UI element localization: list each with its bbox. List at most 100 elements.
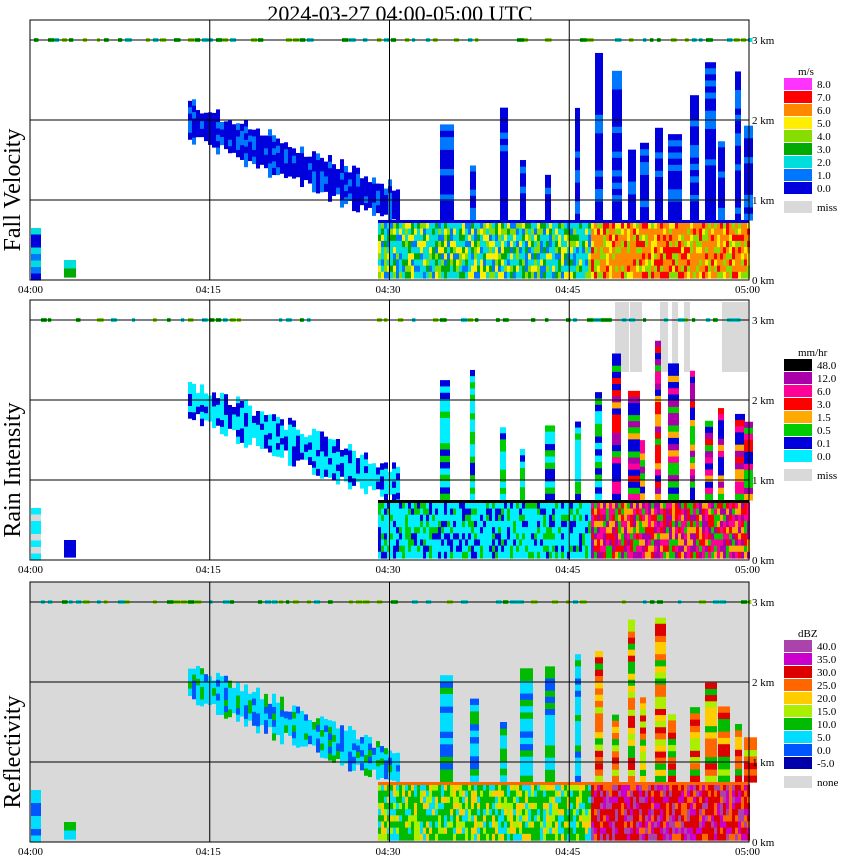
data-cell [316,173,320,181]
data-cell [471,247,474,254]
data-cell [655,127,663,135]
data-cell [528,259,531,267]
data-cell [384,228,387,236]
data-cell [633,796,636,804]
data-cell [520,744,533,752]
data-cell [633,809,636,816]
data-cell [534,815,537,823]
data-cell [711,545,714,553]
data-cell [543,784,546,792]
data-cell [474,545,477,553]
data-cell [630,514,633,522]
data-cell [723,514,726,522]
data-cell [690,126,699,134]
data-cell [546,821,549,829]
data-cell [645,259,648,267]
data-cell [336,735,340,745]
data-cell [432,527,435,534]
data-cell [585,240,588,248]
data-cell [681,827,684,835]
data-cell [324,161,328,170]
data-cell [381,502,384,510]
data-cell [316,186,320,194]
data-cell [232,687,236,695]
data-cell [411,240,414,248]
data-cell [714,271,717,279]
data-cell [240,435,244,443]
data-cell [384,487,388,495]
data-cell [414,551,417,559]
data-cell [708,265,711,273]
data-cell [705,502,708,510]
data-cell [595,763,603,771]
data-cell [500,768,507,776]
data-cell [188,100,192,108]
data-cell [240,691,244,698]
data-cell [470,165,476,173]
data-cell [507,240,510,248]
data-cell [585,514,588,522]
data-cell [498,827,501,835]
data-cell [495,784,498,792]
data-cell [705,493,713,501]
data-cell [244,419,248,428]
data-cell [726,527,729,534]
data-cell [744,750,757,758]
data-cell [256,438,260,447]
data-cell [588,520,591,528]
data-cell [567,228,570,236]
data-cell [440,700,453,708]
data-cell [387,802,390,810]
data-cell [693,253,696,261]
data-cell [640,194,649,202]
data-cell [738,533,741,541]
data-cell [486,502,489,510]
data-cell [660,265,663,273]
data-cell [405,271,408,279]
data-cell [520,186,526,194]
data-cell [624,533,627,541]
data-cell [600,514,603,522]
data-cell [668,201,682,209]
data-cell [474,796,477,804]
data-cell [489,253,492,261]
data-cell [657,809,660,816]
data-cell [741,240,744,248]
data-cell [655,763,666,771]
data-cell [324,456,328,464]
data-cell [440,143,454,151]
data-cell [459,551,462,559]
data-cell [504,796,507,804]
legend-swatch [784,411,812,423]
data-cell [408,790,411,798]
data-cell [522,533,525,541]
data-cell [600,809,603,816]
data-cell [252,156,256,165]
data-cell [618,539,621,547]
data-cell [705,98,716,106]
data-cell [507,533,510,541]
data-cell [651,539,654,547]
data-cell [561,533,564,541]
data-cell [462,253,465,261]
data-cell [520,468,525,476]
data-cell [591,508,594,516]
data-cell [687,271,690,279]
data-cell [567,527,570,534]
data-cell [735,83,741,91]
data-cell [396,533,399,541]
data-cell [609,253,612,261]
data-cell [474,520,477,528]
data-cell [732,222,735,230]
data-cell [741,539,744,547]
data-cell [196,129,200,138]
data-cell [669,247,672,254]
data-cell [474,802,477,810]
data-cell [645,502,648,510]
data-cell [720,247,723,254]
data-cell [618,247,621,254]
data-cell [672,821,675,829]
data-cell [212,112,216,121]
data-cell [390,271,393,279]
data-cell [690,163,699,171]
